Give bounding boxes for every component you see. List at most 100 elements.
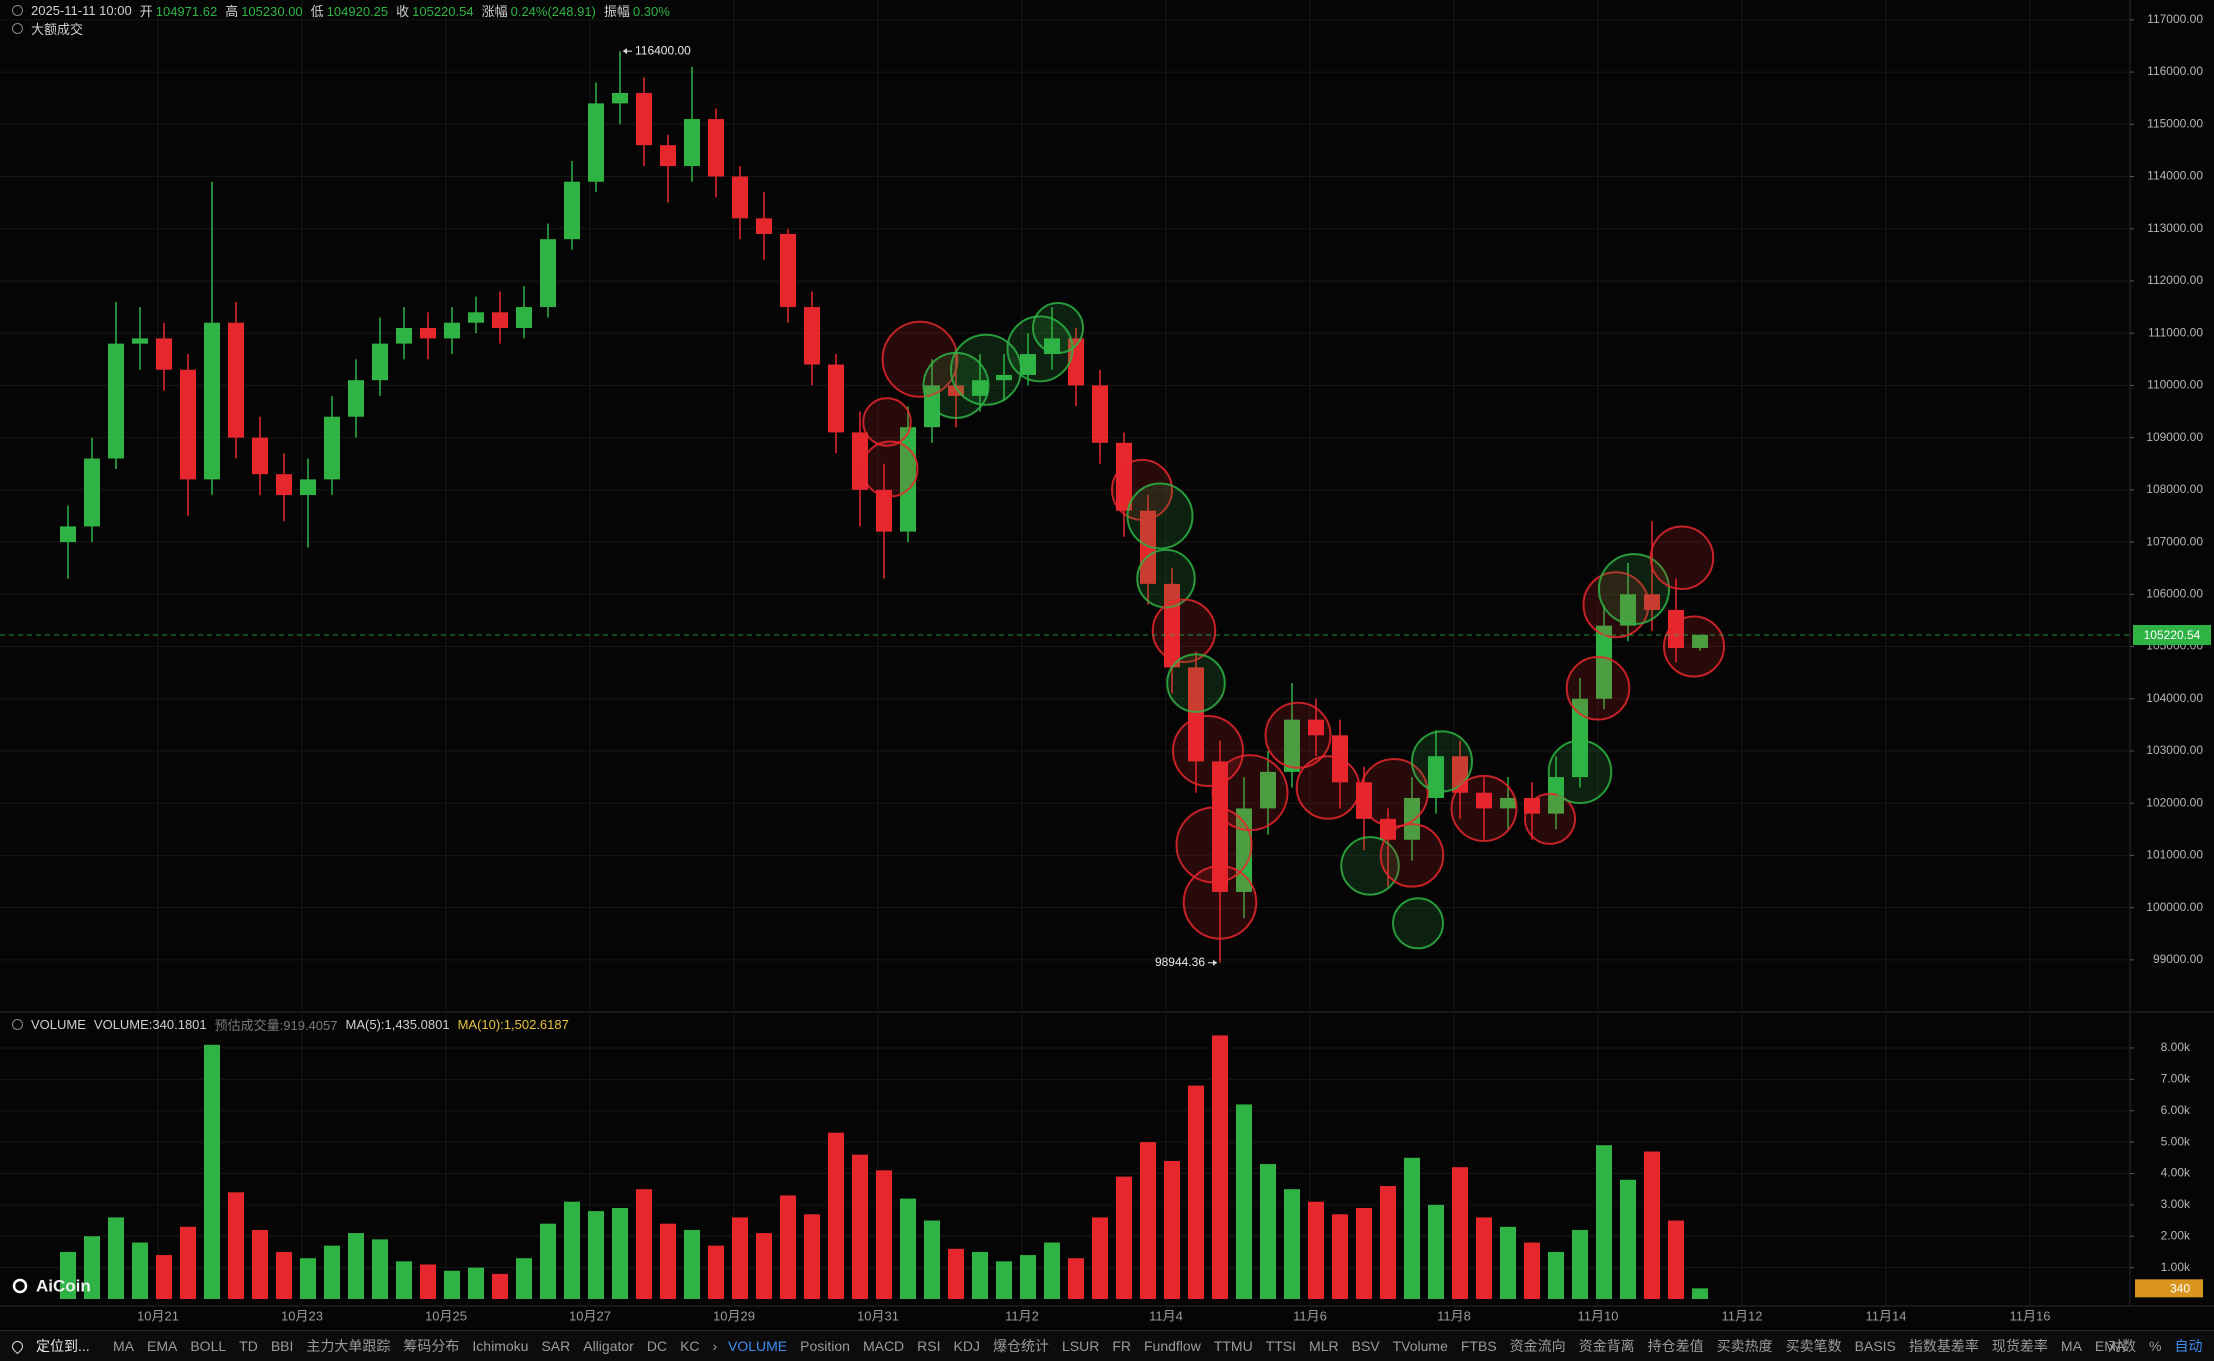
volume-bar xyxy=(1260,1164,1276,1299)
indicator-button[interactable]: Ichimoku xyxy=(472,1338,529,1354)
indicator-button[interactable]: Alligator xyxy=(583,1338,634,1354)
y-tick-label: 111000.00 xyxy=(2148,325,2203,339)
volume-bar xyxy=(852,1154,868,1299)
candle-body xyxy=(996,374,1012,381)
y-tick-label: 114000.00 xyxy=(2147,169,2203,183)
volume-field: VOLUME:340.1801 xyxy=(93,1016,207,1032)
volume-bar xyxy=(564,1201,580,1299)
indicator-button[interactable]: MACD xyxy=(862,1338,905,1354)
collapse-icon[interactable] xyxy=(12,1018,23,1030)
volume-bar xyxy=(660,1223,676,1299)
volume-bar xyxy=(372,1239,388,1299)
indicator-button[interactable]: 筹码分布 xyxy=(403,1338,460,1354)
indicator-button[interactable]: BASIS xyxy=(1854,1338,1896,1354)
axis-option[interactable]: % xyxy=(2149,1338,2162,1354)
indicator-button[interactable]: SAR xyxy=(541,1338,571,1354)
trade-bubble xyxy=(862,397,912,447)
toolbar: 定位到... MA EMA BOLL TD BBI 主力大单跟踪 筹码分布 Ichimoku S… xyxy=(0,1330,2214,1361)
trade-bubble xyxy=(861,440,919,498)
candle-body xyxy=(1020,354,1036,375)
volume-field: MA(10):1,502.6187 xyxy=(457,1016,569,1032)
y-tick-label: 4.00k xyxy=(2161,1166,2191,1180)
more-arrow[interactable]: › xyxy=(712,1338,718,1354)
trade-bubble xyxy=(1524,792,1576,845)
header-field: 涨幅 0.24%(248.91) xyxy=(482,1,596,20)
indicator-button[interactable]: DC xyxy=(646,1338,668,1354)
main-indicators: MA EMA BOLL TD BBI 主力大单跟踪 筹码分布 Ichimoku SAR Allig… xyxy=(113,1331,717,1361)
indicator-button[interactable]: KC xyxy=(680,1338,700,1354)
indicator-button[interactable]: FR xyxy=(1112,1338,1131,1354)
field-value: 0.30% xyxy=(632,3,670,19)
candle-body xyxy=(1572,698,1588,778)
time: 2025-11-11 10:00 xyxy=(31,2,132,18)
indicator-button[interactable]: VOLUME xyxy=(728,1338,788,1354)
indicator-button[interactable]: MA xyxy=(113,1338,134,1354)
indicator-button[interactable]: MA xyxy=(2060,1338,2082,1354)
trade-bubble xyxy=(881,320,959,398)
volume-bar xyxy=(1356,1207,1372,1299)
collapse-icon[interactable] xyxy=(12,22,23,34)
indicator-name: 大额成交 xyxy=(31,21,84,37)
indicator-button[interactable]: TVolume xyxy=(1392,1338,1448,1354)
indicator-button[interactable]: 主力大单跟踪 xyxy=(306,1338,391,1354)
y-tick-label: 99000.00 xyxy=(2153,952,2203,966)
candle-body xyxy=(1284,719,1300,772)
indicator-button[interactable]: 持仓差值 xyxy=(1647,1338,1704,1354)
indicator-button[interactable]: FTBS xyxy=(1460,1338,1497,1354)
indicator-button[interactable]: TTMU xyxy=(1213,1338,1253,1354)
volume-header: VOLUME VOLUME:340.1801 预估成交量:919.4057 MA(5… xyxy=(12,1015,569,1033)
volume-bar xyxy=(228,1192,244,1299)
collapse-icon[interactable] xyxy=(12,4,23,16)
volume-bar xyxy=(516,1258,532,1299)
volume-bar xyxy=(996,1261,1012,1299)
current-price-box xyxy=(2133,625,2211,646)
indicator-button[interactable]: EMA xyxy=(2094,1338,2126,1354)
indicator-button[interactable]: Fundflow xyxy=(1144,1338,1201,1354)
indicator-button[interactable]: 指数基差率 xyxy=(1908,1338,1979,1354)
indicator-button[interactable]: TD xyxy=(239,1338,258,1354)
candle-body xyxy=(1500,797,1516,809)
indicator-button[interactable]: 资金背离 xyxy=(1578,1338,1635,1354)
volume-bar xyxy=(1548,1251,1564,1299)
candle-body xyxy=(1404,797,1420,840)
indicator-button[interactable]: BOLL xyxy=(190,1338,227,1354)
indicator-button[interactable]: 爆仓统计 xyxy=(992,1338,1049,1354)
candle-body xyxy=(252,437,268,475)
indicator-button[interactable]: 资金流向 xyxy=(1509,1338,1566,1354)
indicator-button[interactable]: 买卖热度 xyxy=(1716,1338,1773,1354)
volume-bar xyxy=(588,1211,604,1299)
indicator-button[interactable]: Position xyxy=(800,1338,850,1354)
axis-option[interactable]: 对数 xyxy=(2108,1338,2136,1354)
y-tick-label: 109000.00 xyxy=(2146,430,2203,444)
indicator-button[interactable]: BBI xyxy=(270,1338,294,1354)
indicator-button[interactable]: BSV xyxy=(1351,1338,1380,1354)
indicator-button[interactable]: LSUR xyxy=(1061,1338,1100,1354)
axis-option[interactable]: 自动 xyxy=(2174,1338,2203,1354)
indicator-button[interactable]: EMA xyxy=(147,1338,178,1354)
candle-body xyxy=(300,479,316,496)
candle-body xyxy=(60,526,76,543)
field-value: 104920.25 xyxy=(326,3,389,19)
indicator-button[interactable]: 买卖笔数 xyxy=(1785,1338,1842,1354)
candle-body xyxy=(588,103,604,182)
candle-body xyxy=(1596,625,1612,699)
candle-body xyxy=(348,380,364,417)
candle-body xyxy=(564,181,580,240)
indicator-button[interactable]: RSI xyxy=(917,1338,941,1354)
indicator-button[interactable]: KDJ xyxy=(953,1338,980,1354)
candle-body xyxy=(420,327,436,339)
current-volume-box xyxy=(2135,1279,2203,1298)
field-label: 振幅 xyxy=(603,3,630,19)
volume-bar xyxy=(60,1251,76,1299)
volume-bar xyxy=(1524,1242,1540,1299)
volume-bar xyxy=(108,1217,124,1299)
volume-bar xyxy=(1068,1258,1084,1299)
volume-bar xyxy=(684,1229,700,1299)
locate-button[interactable]: 定位到... xyxy=(36,1338,90,1354)
indicator-button[interactable]: 现货差率 xyxy=(1991,1338,2048,1354)
volume-bar xyxy=(132,1242,148,1299)
x-tick-label: 11月8 xyxy=(1437,1308,1471,1323)
candle-body xyxy=(780,233,796,308)
indicator-button[interactable]: TTSI xyxy=(1265,1338,1297,1354)
indicator-button[interactable]: MLR xyxy=(1309,1338,1339,1354)
